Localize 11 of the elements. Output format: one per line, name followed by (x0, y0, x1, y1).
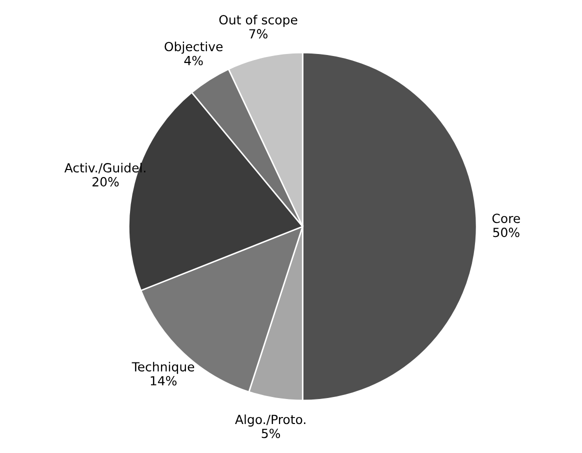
data-label: 50% (493, 228, 520, 238)
data-label: 20% (92, 177, 119, 187)
slice-label: Technique (132, 362, 194, 374)
slice-label: Algo./Proto. (235, 414, 306, 427)
slice-label: Out of scope (219, 14, 298, 27)
data-label: 7% (249, 29, 268, 39)
slice-label: Objective (164, 42, 223, 54)
slice-label: Core (492, 214, 520, 224)
data-label: 5% (262, 428, 280, 438)
data-label: 4% (184, 56, 203, 66)
data-label: 14% (150, 376, 177, 386)
